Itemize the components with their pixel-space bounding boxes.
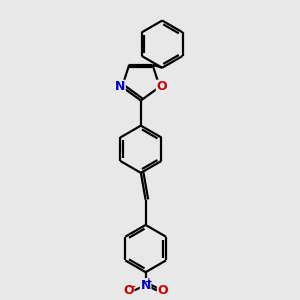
Text: −: − [128, 282, 136, 292]
Text: +: + [145, 277, 153, 286]
Text: O: O [158, 284, 168, 297]
Text: N: N [115, 80, 125, 93]
Text: O: O [156, 80, 167, 93]
Text: N: N [140, 279, 151, 292]
Text: O: O [123, 284, 134, 297]
